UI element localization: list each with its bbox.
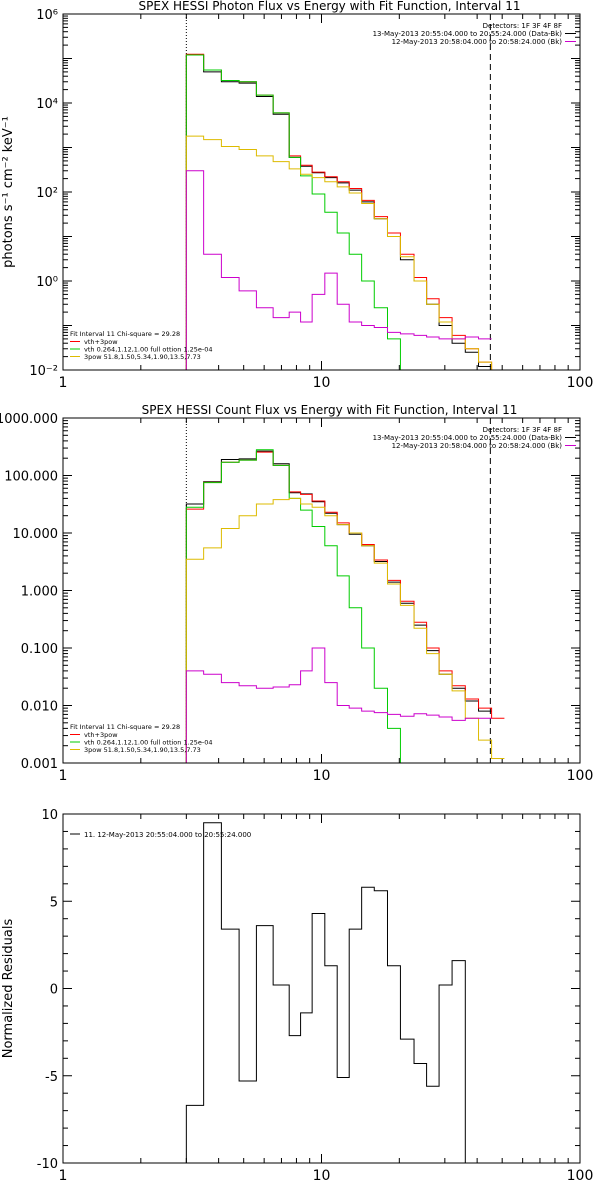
plot-frame bbox=[62, 13, 581, 371]
y-tick-label: 10⁰ bbox=[36, 275, 58, 290]
series-step-line-3 bbox=[185, 449, 505, 763]
chart-title: SPEX HESSI Count Flux vs Energy with Fit… bbox=[142, 403, 518, 417]
x-tick-label: 1 bbox=[59, 375, 68, 391]
legend-entry-label: 12-May-2013 20:58:04.000 to 20:58:24.000… bbox=[392, 442, 563, 450]
data-series-group bbox=[185, 53, 505, 370]
fit-legend-label: 3pow 51.8,1.50,5.34,1.90,13.5,7.73 bbox=[84, 353, 201, 361]
fit-legend-header: Fit Interval 11 Chi-square = 29.28 bbox=[70, 330, 180, 338]
series-step-line-2 bbox=[185, 53, 505, 370]
data-series-group bbox=[185, 822, 479, 1163]
chart-panel-2: SPEX HESSI Count Flux vs Energy with Fit… bbox=[0, 403, 593, 784]
y-tick-label: 0.100 bbox=[21, 642, 58, 657]
legend-header: Detectors: 1F 3F 4F 8F bbox=[483, 426, 562, 434]
y-tick-label: 10 bbox=[41, 808, 58, 823]
x-tick-label: 100 bbox=[567, 1168, 594, 1184]
y-tick-label: 10² bbox=[36, 186, 58, 201]
y-tick-label: 1000.000 bbox=[0, 412, 58, 427]
fit-legend-label: vth+3pow bbox=[84, 731, 118, 739]
series-step-line-1 bbox=[185, 822, 479, 1163]
x-tick-label: 100 bbox=[567, 768, 594, 784]
series-step-line-5 bbox=[185, 647, 492, 763]
y-tick-label: 10⁶ bbox=[36, 8, 58, 23]
x-tick-label: 10 bbox=[313, 1168, 331, 1184]
data-series-group bbox=[185, 449, 505, 763]
y-tick-label: 10⁴ bbox=[36, 97, 58, 112]
y-tick-label: 10⁻² bbox=[29, 364, 58, 379]
fit-legend-label: 3pow 51.8,1.50,5.34,1.90,13.5,7.73 bbox=[84, 746, 201, 754]
chart-panel-3: Normalized Residuals 1 10 100 -10 -5 0 5 10 11. 1… bbox=[1, 808, 593, 1184]
legend-entry-label: 11. 12-May-2013 20:55:04.000 to 20:55:24… bbox=[84, 831, 251, 839]
y-axis-label: Normalized Residuals bbox=[1, 919, 16, 1059]
fit-legend-header: Fit Interval 11 Chi-square = 29.28 bbox=[70, 723, 180, 731]
plot-frame bbox=[62, 417, 581, 764]
y-tick-label: 1.000 bbox=[21, 585, 58, 600]
x-tick-label: 100 bbox=[567, 375, 594, 391]
plot-frame bbox=[62, 813, 581, 1164]
legend-entry-label: 13-May-2013 20:55:04.000 to 20:55:24.000… bbox=[373, 30, 563, 38]
chart-title: SPEX HESSI Photon Flux vs Energy with Fi… bbox=[139, 0, 521, 13]
legend-header: Detectors: 1F 3F 4F 8F bbox=[483, 22, 562, 30]
legend-entry-label: 13-May-2013 20:55:04.000 to 20:55:24.000… bbox=[373, 434, 563, 442]
y-tick-label: 100.000 bbox=[4, 470, 58, 485]
x-tick-label: 10 bbox=[313, 375, 331, 391]
series-step-line-4 bbox=[185, 135, 505, 370]
series-step-line-4 bbox=[185, 497, 505, 763]
series-step-line-1 bbox=[185, 450, 492, 763]
x-tick-label: 1 bbox=[59, 1168, 68, 1184]
y-tick-label: 0 bbox=[50, 983, 58, 998]
legend-entry-label: 12-May-2013 20:58:04.000 to 20:58:24.000… bbox=[392, 38, 563, 46]
y-tick-label: 0.001 bbox=[21, 757, 58, 772]
x-tick-label: 1 bbox=[59, 768, 68, 784]
series-step-line-1 bbox=[185, 54, 492, 370]
y-tick-label: -10 bbox=[37, 1157, 58, 1172]
x-tick-label: 10 bbox=[313, 768, 331, 784]
series-step-line-2 bbox=[185, 451, 505, 763]
series-step-line-5 bbox=[185, 170, 492, 370]
y-tick-label: 5 bbox=[50, 895, 58, 910]
chart-panel-1: SPEX HESSI Photon Flux vs Energy with Fi… bbox=[1, 0, 593, 391]
fit-legend-label: vth+3pow bbox=[84, 338, 118, 346]
y-tick-label: 10.000 bbox=[13, 527, 59, 542]
fit-legend-label: vth 0.264,1.12,1.00 full ottion 1.25e-04 bbox=[84, 346, 213, 354]
fit-legend-label: vth 0.264,1.12,1.00 full ottion 1.25e-04 bbox=[84, 739, 213, 747]
y-axis-label: photons s⁻¹ cm⁻² keV⁻¹ bbox=[1, 116, 16, 268]
series-step-line-3 bbox=[185, 54, 505, 370]
y-tick-label: -5 bbox=[45, 1070, 58, 1085]
y-tick-label: 0.010 bbox=[21, 700, 58, 715]
